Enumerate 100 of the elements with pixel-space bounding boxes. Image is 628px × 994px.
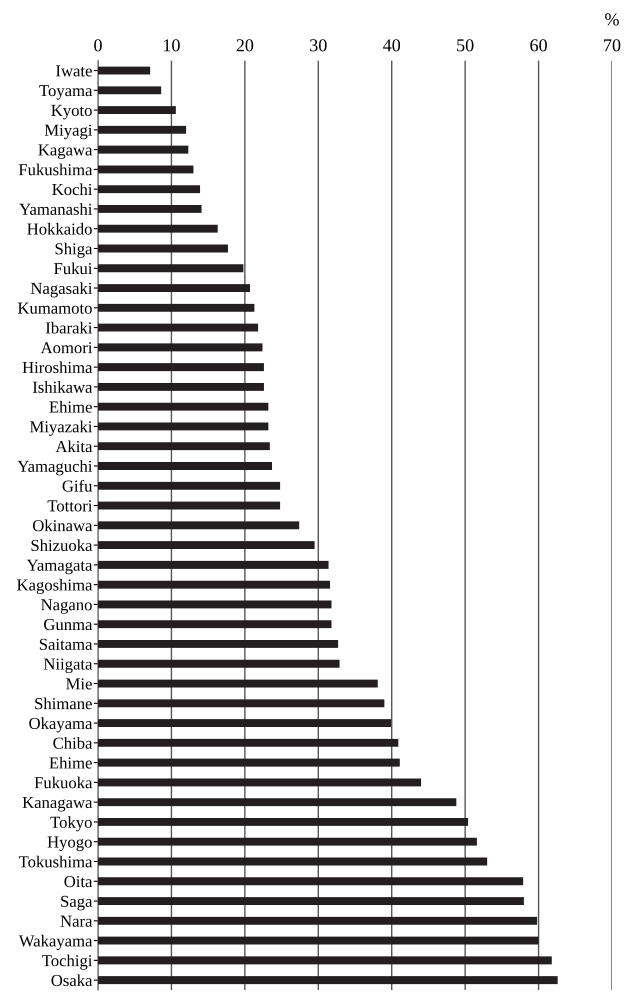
y-tick-label: Kagoshima bbox=[17, 578, 92, 594]
y-tick-label: Okinawa bbox=[32, 520, 92, 532]
y-tick-label: Kyoto bbox=[51, 104, 92, 120]
bar bbox=[98, 402, 268, 411]
x-axis-title: % bbox=[605, 13, 619, 26]
x-tick-label: 20 bbox=[236, 39, 254, 52]
y-tick-label: Saitama bbox=[40, 638, 92, 650]
y-tick-label: Hiroshima bbox=[22, 361, 92, 374]
x-tick-label: 30 bbox=[310, 39, 327, 52]
y-tick-label: Kagawa bbox=[38, 144, 92, 159]
bar bbox=[98, 185, 200, 194]
bar bbox=[98, 284, 250, 292]
y-tick-label: Mie bbox=[66, 678, 92, 690]
bar bbox=[98, 66, 150, 74]
y-tick-label: Nara bbox=[60, 916, 92, 927]
bar bbox=[98, 264, 244, 272]
y-tick-label: Tokushima bbox=[18, 856, 92, 868]
bar bbox=[98, 502, 280, 510]
y-tick-label: Aomori bbox=[40, 342, 92, 354]
y-tick-label: Okayama bbox=[29, 717, 92, 732]
y-tick-label: Chiba bbox=[53, 737, 92, 749]
y-tick-label: Niigata bbox=[44, 658, 92, 674]
bar bbox=[98, 324, 258, 332]
y-tick-label: Ehime bbox=[49, 756, 92, 769]
y-tick-label: Gifu bbox=[62, 480, 92, 492]
y-tick-label: Nagano bbox=[41, 599, 92, 614]
bar bbox=[98, 580, 330, 589]
y-tick-label: Tokyo bbox=[50, 816, 92, 832]
x-tick-label: 60 bbox=[530, 39, 547, 52]
bar bbox=[98, 956, 552, 964]
bar bbox=[98, 343, 262, 352]
bar bbox=[98, 699, 384, 708]
bar bbox=[98, 660, 340, 668]
y-tick-label: Akita bbox=[56, 440, 92, 452]
y-tick-label: Fukushima bbox=[18, 164, 92, 176]
y-tick-label: Shizuoka bbox=[32, 539, 92, 552]
bar bbox=[98, 719, 391, 728]
y-tick-label: Nagasaki bbox=[30, 282, 92, 298]
bar bbox=[98, 838, 477, 846]
y-tick-label: Hokkaido bbox=[27, 222, 92, 235]
bar bbox=[98, 976, 558, 984]
y-tick-label: Ishikawa bbox=[32, 381, 92, 393]
bar bbox=[98, 818, 468, 826]
x-tick-label: 0 bbox=[94, 39, 102, 52]
x-tick-label: 10 bbox=[164, 39, 180, 52]
y-tick-label: Yamagata bbox=[26, 560, 92, 574]
bar bbox=[98, 778, 422, 786]
bar bbox=[98, 422, 268, 430]
bar bbox=[98, 798, 456, 806]
bar bbox=[98, 738, 398, 747]
bar bbox=[98, 224, 218, 233]
x-tick-label: 50 bbox=[457, 39, 474, 52]
y-tick-label: Ehime bbox=[49, 400, 92, 413]
y-tick-label: Iwate bbox=[56, 65, 92, 76]
y-tick-label: Miyagi bbox=[44, 124, 92, 140]
bar bbox=[98, 916, 538, 925]
y-tick-label: Gunma bbox=[44, 618, 92, 630]
bar bbox=[98, 560, 329, 569]
y-tick-label: Miyazaki bbox=[30, 420, 92, 436]
bar bbox=[98, 680, 378, 688]
y-tick-label: Wakayama bbox=[18, 934, 92, 950]
y-tick-label: Yamanashi bbox=[19, 203, 92, 215]
bar bbox=[98, 521, 300, 530]
y-tick-label: Tochigi bbox=[42, 954, 92, 970]
y-tick-label: Kumamoto bbox=[18, 302, 92, 314]
bar bbox=[98, 936, 539, 945]
y-tick-label: Shiga bbox=[56, 242, 92, 258]
bar bbox=[98, 106, 176, 114]
bar bbox=[98, 897, 524, 905]
y-tick-label: Fukuoka bbox=[34, 776, 92, 788]
y-tick-label: Hyogo bbox=[48, 836, 92, 852]
bar bbox=[98, 442, 270, 450]
bar bbox=[98, 541, 315, 550]
bar bbox=[98, 382, 264, 391]
y-tick-label: Osaka bbox=[51, 974, 92, 986]
bar bbox=[98, 126, 186, 134]
y-tick-label: Oita bbox=[64, 876, 92, 888]
bar bbox=[98, 462, 272, 470]
y-tick-label: Shimane bbox=[35, 698, 92, 710]
y-tick-label: Toyama bbox=[39, 85, 92, 100]
bar bbox=[98, 858, 488, 866]
bar bbox=[98, 877, 524, 886]
y-tick-label: Saga bbox=[61, 896, 92, 910]
bar bbox=[98, 165, 194, 174]
bar bbox=[98, 146, 188, 154]
y-tick-label: Kanagawa bbox=[22, 797, 92, 812]
bar bbox=[98, 600, 332, 608]
x-tick-label: 40 bbox=[383, 39, 400, 52]
y-tick-label: Kochi bbox=[52, 183, 92, 196]
bar bbox=[98, 640, 338, 648]
x-tick-label: 70 bbox=[604, 39, 620, 52]
bar bbox=[98, 758, 400, 767]
y-tick-label: Ibaraki bbox=[46, 322, 92, 334]
bar bbox=[98, 244, 228, 252]
y-tick-label: Fukui bbox=[54, 262, 92, 274]
bar bbox=[98, 482, 280, 490]
bar bbox=[98, 204, 202, 213]
bar bbox=[98, 620, 332, 628]
y-tick-label: Yamaguchi bbox=[17, 460, 92, 476]
bar bbox=[98, 86, 162, 94]
